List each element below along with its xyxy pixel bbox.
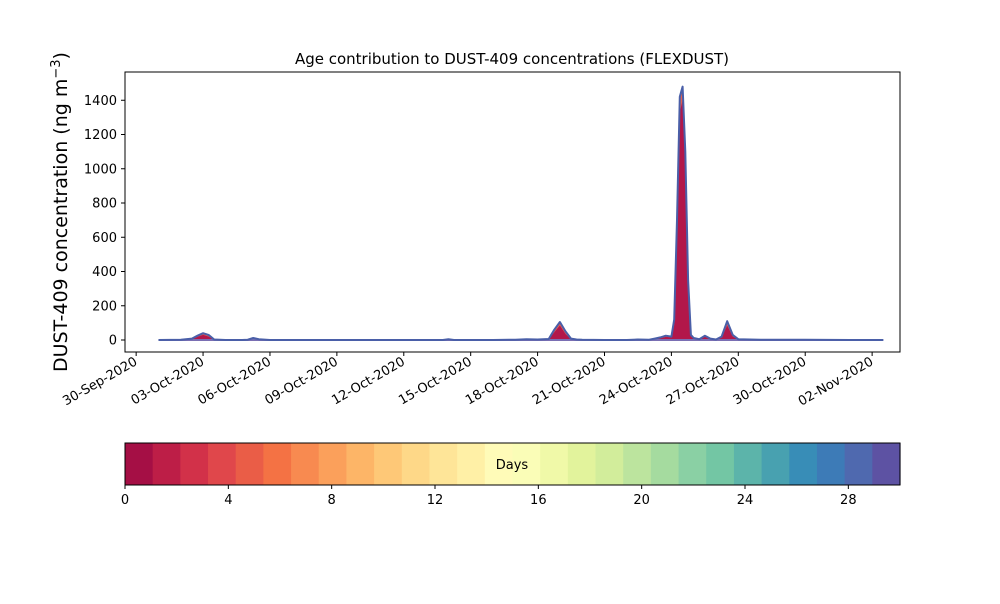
colorbar-tick-label: 16 [530,493,547,508]
x-tick-label: 12-Oct-2020 [329,354,407,408]
x-tick-label: 30-Sep-2020 [60,354,140,409]
colorbar-swatch [346,443,375,485]
x-tick-label: 06-Oct-2020 [196,354,274,408]
colorbar-axis: 0 4 8 12 16 20 24 28 [121,485,857,508]
colorbar-swatch [650,443,680,485]
colorbar-tick-label: 4 [224,493,232,508]
colorbar-swatch [844,443,873,485]
colorbar-label: Days [496,458,529,473]
colorbar-swatch [152,443,181,485]
colorbar-swatch [789,443,818,485]
x-tick-label: 09-Oct-2020 [262,354,340,408]
colorbar-swatch [291,443,320,485]
colorbar-swatch [125,443,154,485]
x-tick-label: 24-Oct-2020 [597,354,675,408]
colorbar-swatch [429,443,458,485]
colorbar-swatch [540,443,569,485]
colorbar-frame [124,442,901,486]
colorbar-swatch [623,443,652,485]
colorbar-swatch [401,443,431,485]
colorbar-tick-label: 8 [328,493,336,508]
colorbar-swatch [374,443,403,485]
area-young-fill [158,100,884,340]
total-series-line [158,85,884,341]
colorbar-swatch [567,443,597,485]
x-tick-label: 27-Oct-2020 [664,354,742,408]
x-tick-label: 03-Oct-2020 [129,354,207,408]
x-tick-label: 18-Oct-2020 [463,354,541,408]
y-tick-label: 800 [92,197,117,212]
y-tick-label: 1000 [84,162,117,177]
colorbar-swatch [872,443,901,485]
x-tick-label: 15-Oct-2020 [396,354,474,408]
colorbar-swatch [816,443,846,485]
colorbar-swatch [318,443,348,485]
colorbar [125,443,901,485]
x-tick-label: 21-Oct-2020 [530,354,608,408]
y-tick-label: 1200 [84,128,117,143]
colorbar-tick-label: 12 [427,493,444,508]
y-axis-label: DUST-409 concentration (ng m−3) [49,52,72,372]
area-total-fill [158,86,884,340]
axes-frame [124,71,901,353]
y-tick-label: 1400 [84,94,117,109]
colorbar-swatch [678,443,707,485]
colorbar-swatch [484,443,514,485]
colorbar-swatch [595,443,624,485]
colorbar-swatch [457,443,486,485]
colorbar-swatch [208,443,237,485]
colorbar-swatch [706,443,735,485]
colorbar-swatch [235,443,264,485]
colorbar-swatch [761,443,790,485]
colorbar-tick-label: 0 [121,493,129,508]
plot-area [158,85,884,342]
colorbar-tick-label: 20 [633,493,650,508]
colorbar-swatch [733,443,763,485]
colorbar-tick-label: 28 [840,493,857,508]
y-tick-label: 400 [92,265,117,280]
y-tick-label: 0 [109,334,117,349]
chart-title: Age contribution to DUST-409 concentrati… [295,50,729,68]
y-tick-label: 200 [92,299,117,314]
colorbar-swatch [263,443,292,485]
x-axis: 30-Sep-202003-Oct-202006-Oct-202009-Oct-… [60,352,876,409]
colorbar-tick-label: 24 [737,493,754,508]
colorbar-swatch [512,443,541,485]
colorbar-swatch [180,443,209,485]
x-tick-label: 02-Nov-2020 [796,354,876,409]
y-axis: 0 200 400 600 800 1000 1200 1400 [84,94,125,349]
y-tick-label: 600 [92,231,117,246]
